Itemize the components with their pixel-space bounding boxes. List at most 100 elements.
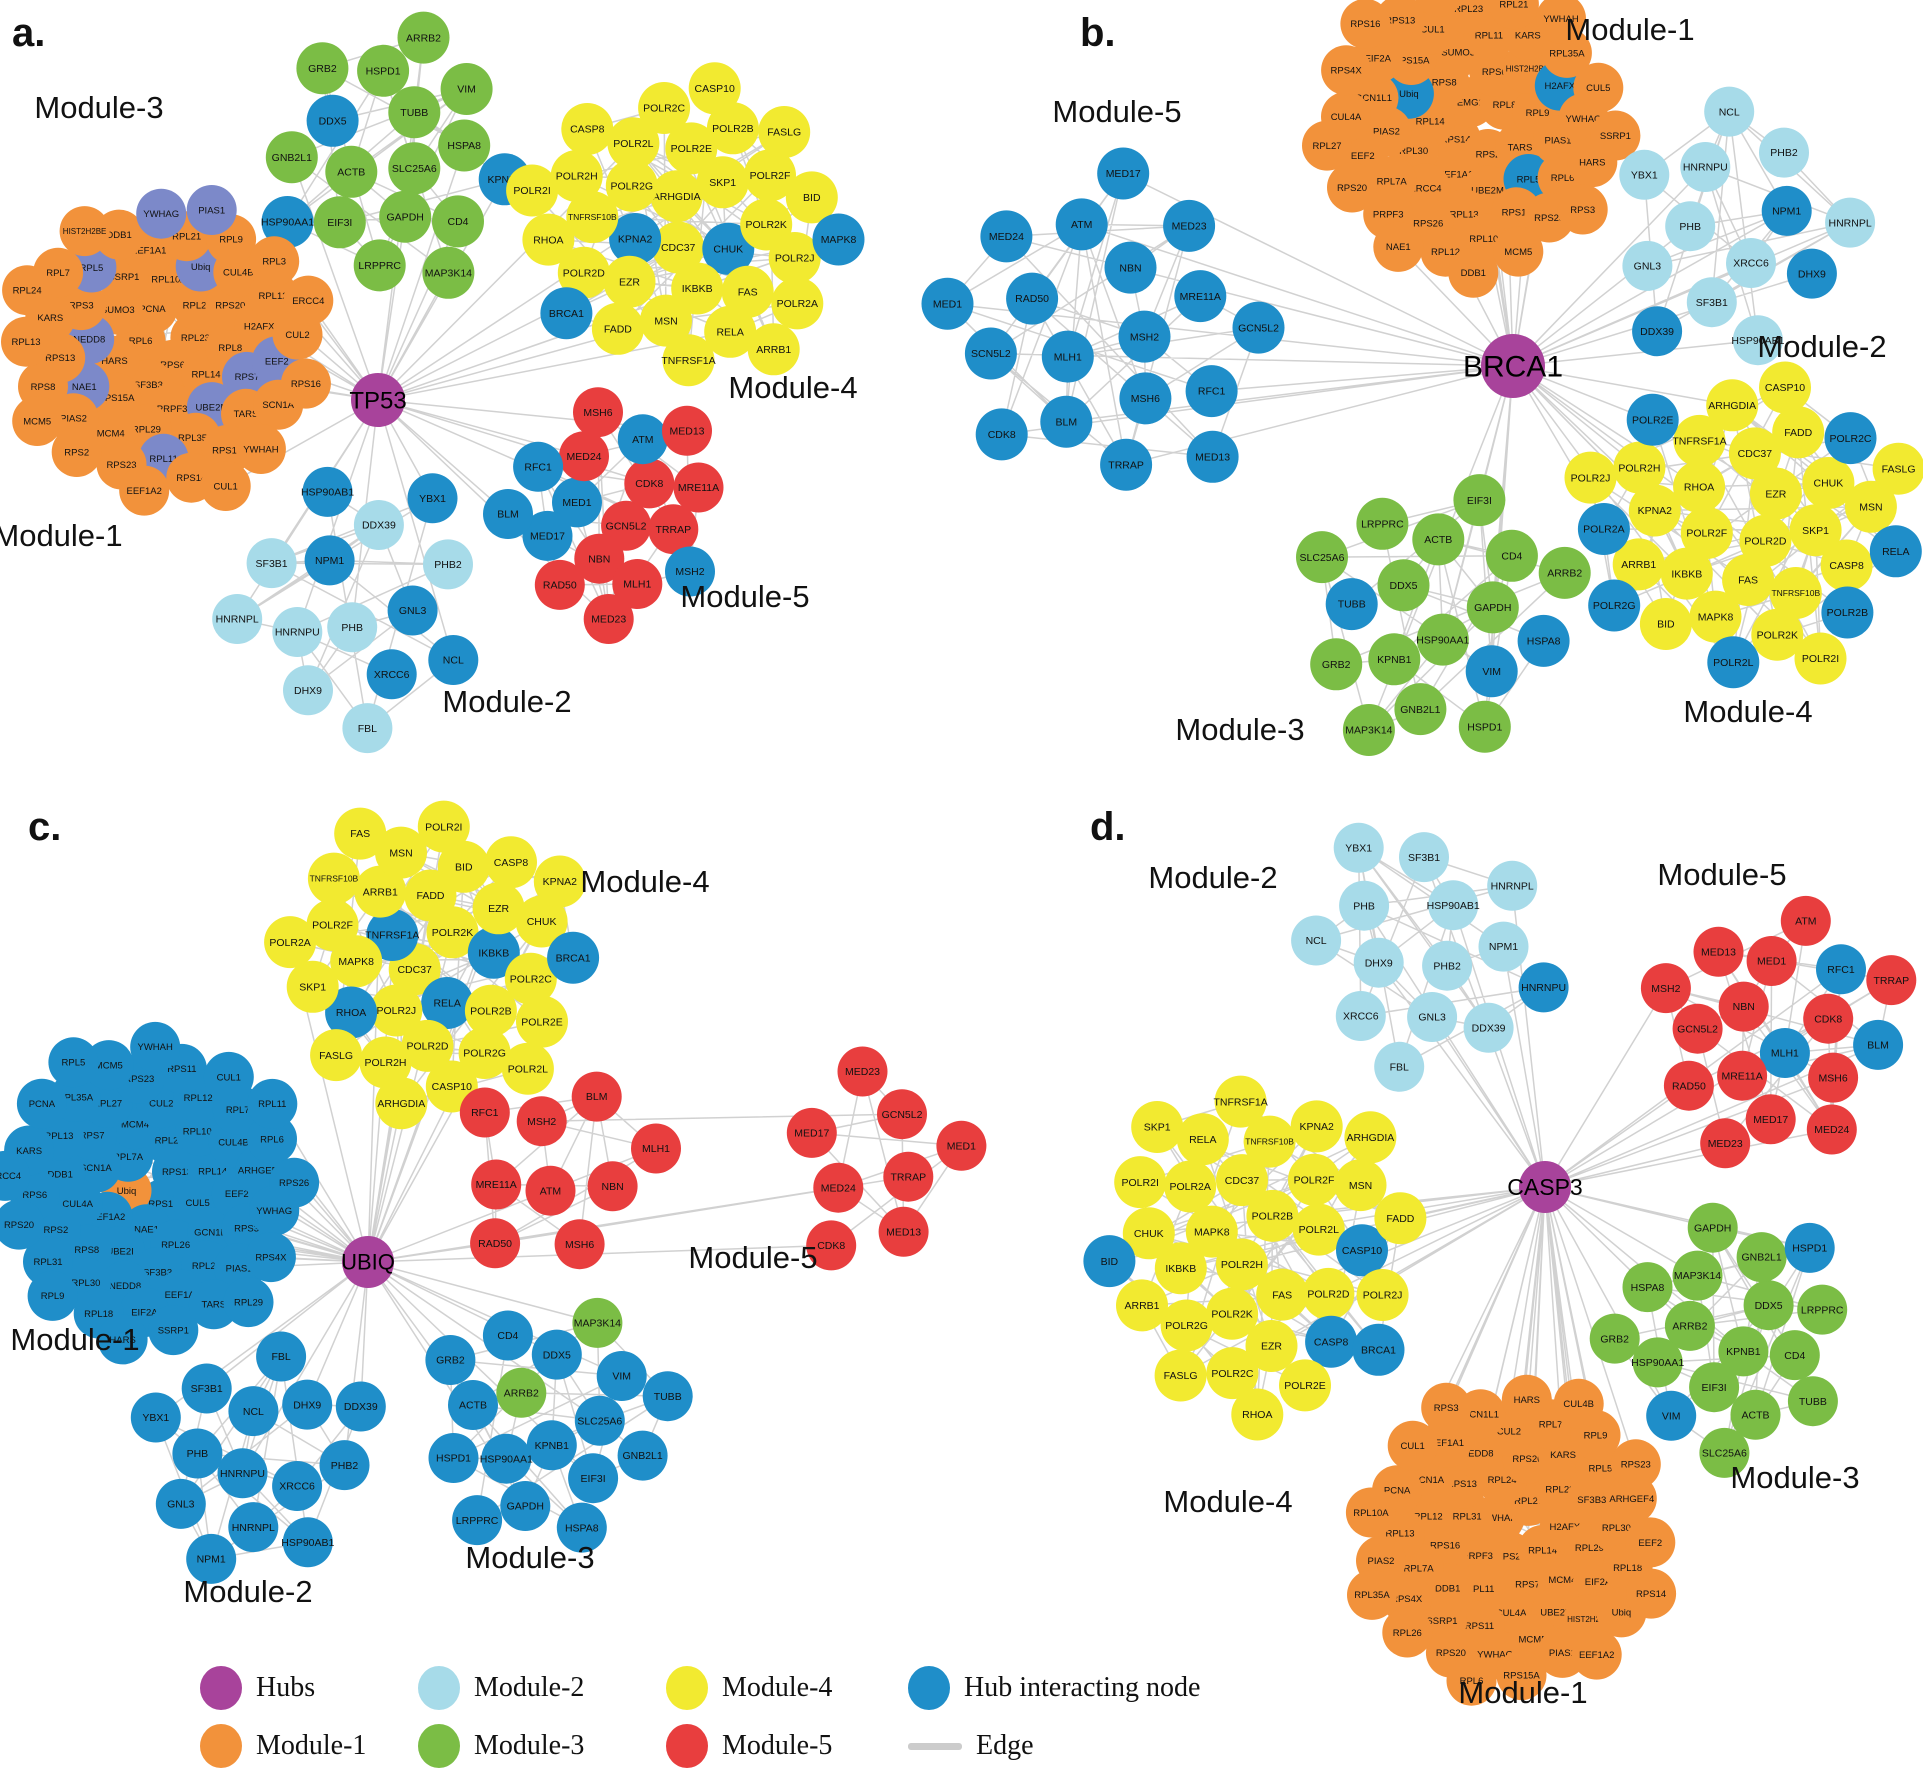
node-label: MED17 [1753,1114,1788,1126]
node-label: NAE1 [72,382,97,393]
node-label: TNFRSF1A [365,930,419,942]
node-label: NCL [443,655,464,667]
node-HSP90AA1 [261,196,314,248]
node-label: GAPDH [1474,602,1511,614]
node-label: CUL2 [149,1099,173,1110]
node-DHX9 [283,665,333,716]
module-label: Module-5 [1657,857,1786,892]
module-label: Module-4 [1683,694,1812,729]
node-label: RPS23 [1534,213,1564,224]
node-label: RPS26 [1413,218,1443,229]
node-POLR2B [464,984,517,1037]
node-label: HNRNPU [275,627,320,639]
node-MED24 [813,1162,864,1213]
node-HSPD1 [428,1433,479,1483]
node-label: CD4 [1784,1350,1805,1362]
node-label: POLR2C [1829,433,1871,445]
node-FADD [1374,1192,1427,1245]
node-label: PHB2 [434,559,462,571]
node-label: RPS3 [1570,205,1595,216]
node-label: RAD50 [1015,293,1049,305]
node-label: EEF2 [1351,151,1375,162]
node-label: POLR2L [613,138,653,150]
node-ATM [525,1165,576,1216]
node-label: IKBKB [682,283,713,295]
node-YBX1 [407,473,458,524]
node-label: RPS11 [1502,208,1531,219]
node-label: POLR2C [510,973,552,985]
node-label: EZR [619,276,640,288]
node-POLR2G [458,1027,511,1079]
node-POLR2B [706,102,759,155]
node-HNRNPU [1680,142,1731,192]
node-DDX39 [335,1381,386,1432]
node-label: HSP90AB1 [281,1537,334,1549]
node-label: EEF1A1 [131,246,166,257]
node-label: Ubiq [1399,89,1419,100]
node-label: FADD [1386,1213,1414,1225]
node-label: GRB2 [1600,1333,1629,1345]
node-LRPPRC [452,1495,503,1546]
node-CHUK [1802,457,1855,509]
node-label: RPS13 [45,353,75,364]
node-GCN5L2 [1672,1003,1723,1054]
node-label: RPL13 [1449,210,1478,221]
node-FASLG [1154,1349,1207,1402]
node-label: RPL23 [192,1261,221,1272]
node-label: XRCC6 [1343,1011,1379,1023]
node-label: POLR2E [1284,1380,1325,1392]
node-RPL5 [48,1037,99,1088]
node-XRCC6 [366,649,417,700]
node-label: SLC25A6 [1702,1448,1747,1460]
node-POLR2C [1824,412,1877,465]
node-label: UBE2I [106,1246,133,1257]
node-label: ARRB2 [1547,568,1582,580]
node-label: HSPA8 [447,140,481,152]
node-label: RPL7 [226,1105,250,1116]
node-GAPDH [500,1481,551,1531]
module-label: Module-5 [688,1240,817,1275]
node-RPL26 [1415,0,1463,17]
node-DHX9 [1353,937,1404,988]
node-BID [437,840,490,893]
node-label: HSP90AB1 [1731,335,1784,347]
node-label: SUMO3 [101,305,135,316]
node-label: POLR2G [610,180,653,192]
node-ERCC4 [283,275,334,326]
node-label: POLR2K [1211,1308,1252,1320]
node-label: GNL3 [1418,1012,1446,1024]
node-label: GCN5L2 [606,521,647,533]
node-label: MCM5 [1519,1635,1547,1646]
node-RPL29 [223,1277,274,1328]
node-label: RPL6 [1551,173,1575,184]
node-label: CASP10 [695,83,735,95]
node-CDC37 [1728,427,1781,480]
node-label: MED24 [989,231,1024,243]
node-label: EEF1A1 [1438,169,1473,180]
node-YWHAH [130,1021,181,1072]
node-label: POLR2G [1593,600,1636,612]
node-label: FAS [1738,575,1758,587]
node-LRPPRC [353,239,406,292]
node-label: RPL3 [262,257,286,268]
node-CHUK [1122,1207,1175,1260]
node-label: RELA [716,327,743,339]
node-IKBKB [467,926,520,979]
node-ATM [1055,198,1108,251]
node-VIM [1646,1390,1697,1441]
node-label: CUL4B [1563,1399,1594,1410]
node-MCM5 [12,396,63,446]
node-PHB2 [423,539,473,590]
node-label: MSH2 [527,1116,556,1128]
node-label: POLR2K [745,219,786,231]
node-label: RPS13 [162,1167,192,1178]
node-label: PRPF3 [1462,1551,1493,1562]
node-SLC25A6 [1296,531,1348,584]
node-label: RPS16 [148,1199,178,1210]
module-label: Module-1 [10,1322,139,1357]
node-label: DDX39 [362,520,396,532]
module-label: Module-2 [1757,329,1886,364]
node-label: CUL1 [1401,1441,1425,1452]
node-label: TNFRSF1A [1672,436,1726,448]
node-BRCA1 [547,931,600,984]
